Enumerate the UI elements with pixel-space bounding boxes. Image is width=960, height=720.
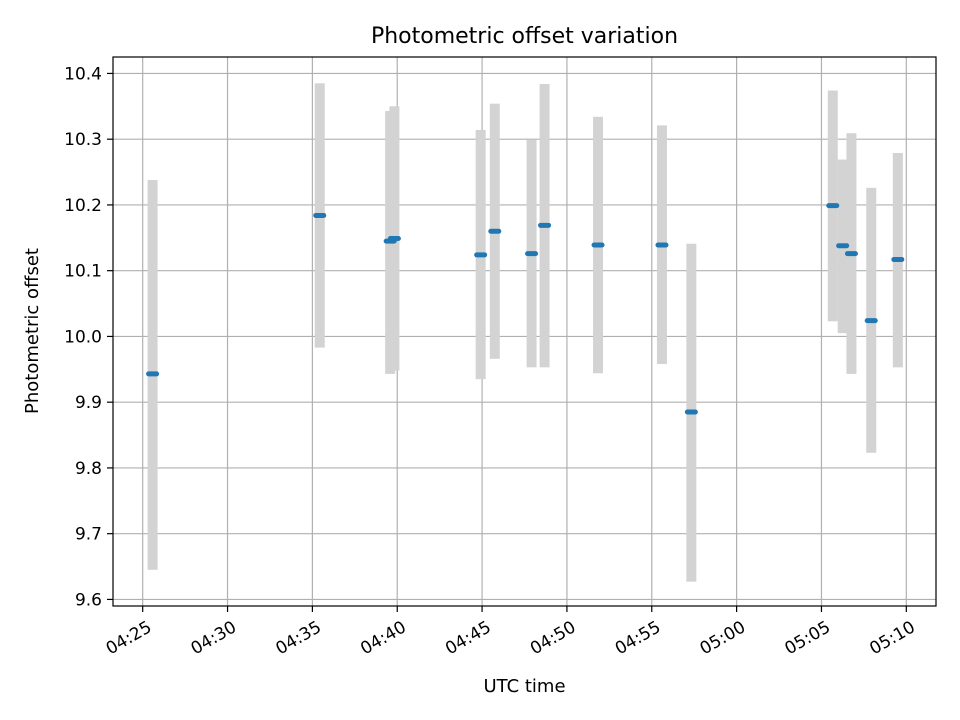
y-tick-label: 9.9 [75,393,102,413]
y-tick-label: 10.2 [64,196,102,216]
y-tick-label: 9.7 [75,525,102,545]
chart-title: Photometric offset variation [371,24,678,49]
plot-frame [112,56,937,607]
y-tick-label: 10.4 [64,64,102,84]
y-tick-label: 9.6 [75,590,102,610]
y-tick-label: 10.3 [64,130,102,150]
data-points [146,203,905,415]
grid-layer [113,57,936,606]
y-tick-label: 10.1 [64,262,102,282]
x-axis-label: UTC time [483,676,565,697]
y-tick-label: 10.0 [64,327,102,347]
y-tick-label: 9.8 [75,459,102,479]
y-axis-label: Photometric offset [22,248,43,414]
